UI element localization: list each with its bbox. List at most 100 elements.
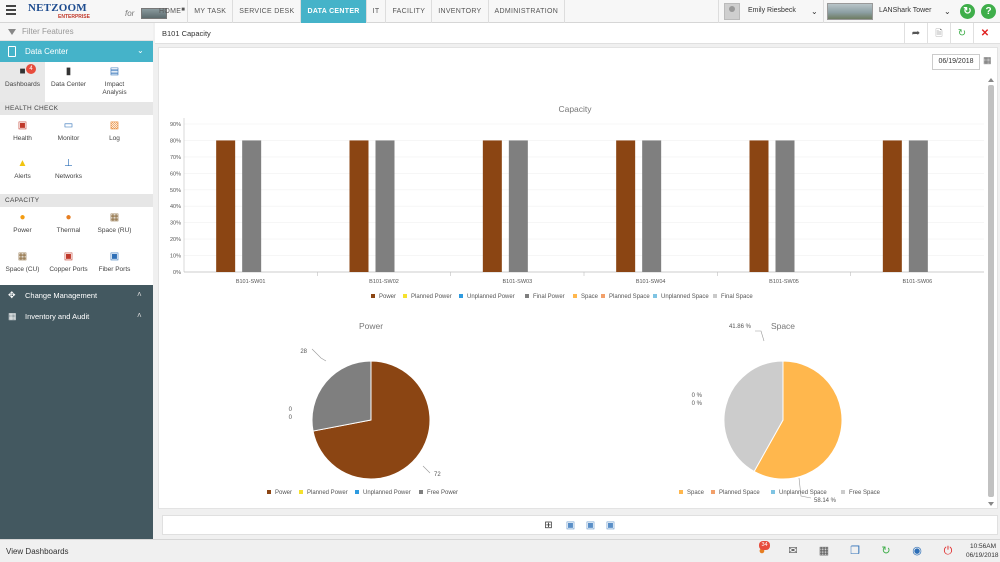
sidebar-item-change-management[interactable]: ✥ Change Management ˄	[0, 285, 153, 306]
vertical-scrollbar[interactable]	[987, 78, 995, 506]
sidebar-item-fiber-ports[interactable]: ▣ Fiber Ports	[92, 247, 137, 291]
date-picker-input[interactable]: 06/19/2018	[932, 54, 980, 70]
change-management-icon: ✥	[8, 290, 16, 300]
sidebar-item-alerts[interactable]: ▲ Alerts	[0, 154, 45, 198]
help-icon[interactable]: ?	[981, 4, 996, 19]
sidebar-item-label: Data Center	[50, 81, 87, 88]
notification-bell-icon[interactable]: ●	[758, 545, 766, 557]
sidebar-item-power[interactable]: ● Power	[0, 208, 45, 252]
layout-two-icon[interactable]: ▣	[585, 520, 596, 531]
section-title: Data Center	[25, 47, 69, 56]
logo-for-text: for	[125, 9, 135, 18]
clock: 10:56AM 06/19/2018	[966, 542, 999, 560]
y-tick-label: 40%	[170, 204, 181, 210]
filter-features-input[interactable]: Filter Features	[0, 23, 153, 41]
impact-analysis-icon: ▤	[109, 66, 120, 77]
x-tick-label: B101-SW05	[769, 279, 799, 285]
sidebar-item-inventory-audit[interactable]: ▦ Inventory and Audit ˄	[0, 306, 153, 327]
share-button[interactable]: ➦	[904, 23, 927, 44]
sidebar-item-log[interactable]: ▧ Log	[92, 116, 137, 160]
legend-label: Final Power	[533, 294, 565, 300]
nav-item-it[interactable]: IT	[367, 0, 387, 23]
site-selector[interactable]: LANShark Tower ⌄	[823, 0, 953, 23]
notification-badge: 4	[26, 64, 36, 74]
health-check-header: HEALTH CHECK	[0, 102, 153, 115]
user-menu[interactable]: Emily Riesbeck ⌄	[718, 0, 821, 23]
nav-item-data-center[interactable]: DATA CENTER	[301, 0, 367, 23]
filter-placeholder: Filter Features	[22, 27, 74, 36]
y-tick-label: 80%	[170, 138, 181, 144]
sidebar-item-data-center[interactable]: ▮ Data Center	[46, 62, 91, 106]
dashboard-layout-bar: ⊞ ▣ ▣ ▣	[162, 515, 998, 535]
pie-data-label: 72	[434, 472, 441, 478]
legend-label: Free Power	[427, 490, 458, 496]
windows-icon[interactable]: ❐	[850, 545, 860, 557]
bar-power	[616, 140, 636, 272]
charts-canvas: Capacity 0% 10% 20% 30% 40% 50% 60% 70% 80% 90% B10…	[170, 104, 984, 504]
data-center-section-header[interactable]: Data Center ⌄	[0, 41, 153, 62]
sidebar-item-label: Dashboards	[4, 81, 41, 88]
sidebar-item-space-ru[interactable]: ▦ Space (RU)	[92, 208, 137, 252]
layout-three-icon[interactable]: ▣	[605, 520, 616, 531]
pie-data-label: 41.86 %	[729, 324, 752, 330]
grid-layout-icon[interactable]: ⊞	[544, 520, 553, 531]
refresh-button[interactable]: ↻	[950, 23, 973, 44]
sync-icon[interactable]: ↻	[881, 545, 891, 557]
data-center-icon: ▮	[65, 66, 72, 77]
x-tick-label: B101-SW03	[503, 279, 533, 285]
menu-icon[interactable]	[6, 5, 16, 17]
calculator-icon[interactable]: ▦	[818, 545, 830, 557]
clock-time: 10:56AM	[969, 543, 996, 550]
nav-item-my-task[interactable]: MY TASK	[188, 0, 234, 23]
sidebar-item-thermal[interactable]: ● Thermal	[46, 208, 91, 252]
legend-label: Free Space	[849, 490, 881, 496]
layout-one-icon[interactable]: ▣	[565, 520, 576, 531]
site-name: LANShark Tower	[879, 7, 932, 14]
nav-item-inventory[interactable]: INVENTORY	[432, 0, 489, 23]
sidebar-item-label: Space (RU)	[97, 227, 132, 234]
bar-final-power	[508, 140, 528, 272]
legend-swatch	[525, 294, 529, 298]
sidebar-item-copper-ports[interactable]: ▣ Copper Ports	[46, 247, 91, 291]
avatar	[724, 3, 740, 20]
legend-swatch	[679, 490, 683, 494]
refresh-icon[interactable]: ↻	[960, 4, 975, 19]
app-logo[interactable]: NETZOOM ENTERPRISE for	[28, 2, 167, 21]
bar-final-power	[242, 140, 262, 272]
legend-swatch	[653, 294, 657, 298]
sidebar-item-health[interactable]: ▣ Health	[0, 116, 45, 160]
log-icon: ▧	[109, 120, 120, 131]
sidebar-item-dashboards[interactable]: ■ Dashboards 4	[0, 62, 45, 106]
scroll-up-arrow-icon[interactable]	[988, 78, 994, 82]
sidebar-item-monitor[interactable]: ▭ Monitor	[46, 116, 91, 160]
calendar-icon[interactable]: ▦	[983, 55, 992, 65]
pie-slice-free-space	[723, 360, 784, 473]
alerts-icon: ▲	[17, 158, 28, 169]
sidebar-item-networks[interactable]: ⊥ Networks	[46, 154, 91, 198]
sidebar-item-label: Thermal	[56, 227, 81, 234]
user-name: Emily Riesbeck	[748, 7, 796, 14]
legend-label: Planned Space	[609, 294, 650, 300]
export-document-button[interactable]: 🗎	[927, 23, 950, 44]
sidebar-item-label: Copper Ports	[49, 266, 88, 273]
mouse-icon[interactable]: ◉	[912, 545, 922, 557]
chevron-down-icon: ⌄	[944, 7, 951, 16]
nav-item-home[interactable]: HOME ■	[153, 0, 189, 23]
pie-label-leader	[311, 348, 327, 362]
nav-item-administration[interactable]: ADMINISTRATION	[489, 0, 566, 23]
dashboard-panel: 06/19/2018 ▦ Capacity 0% 10% 20% 30% 40% 50% 60…	[158, 47, 998, 509]
sidebar-item-space-cu[interactable]: ▦ Space (CU)	[0, 247, 45, 291]
chart-title: Space	[771, 321, 795, 331]
sidebar-item-impact-analysis[interactable]: ▤ Impact Analysis	[92, 62, 137, 106]
scrollbar-thumb[interactable]	[988, 85, 994, 497]
legend-swatch	[601, 294, 605, 298]
power-off-icon[interactable]: ⏻	[943, 545, 953, 557]
close-button[interactable]: ✕	[973, 23, 996, 44]
legend-swatch	[573, 294, 577, 298]
mail-icon[interactable]: ✉	[788, 545, 798, 557]
nav-item-facility[interactable]: FACILITY	[386, 0, 433, 23]
nav-item-service-desk[interactable]: SERVICE DESK	[233, 0, 302, 23]
clock-date: 06/19/2018	[966, 552, 999, 559]
sidebar-item-label: Networks	[54, 173, 83, 180]
scroll-down-arrow-icon[interactable]	[988, 502, 994, 506]
